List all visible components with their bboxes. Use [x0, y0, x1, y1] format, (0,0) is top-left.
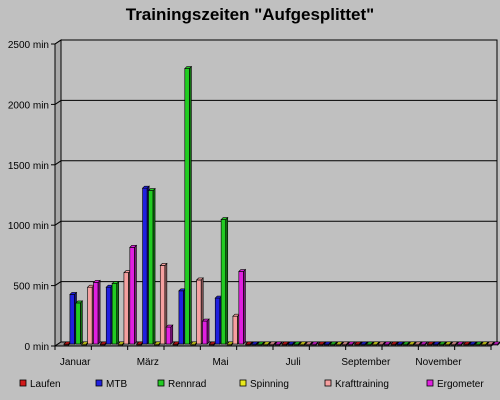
x-tick-label: Mai: [212, 357, 228, 368]
legend-item-mtb: MTB: [95, 379, 127, 390]
bar-krafttraining-6: [304, 341, 313, 346]
gridline-side: [54, 160, 62, 166]
bar-krafttraining-11: [486, 341, 495, 346]
y-tick-label: 0 min: [25, 342, 49, 353]
legend-item-krafttraining: Krafttraining: [324, 379, 389, 390]
bar-ergometer-10: [456, 341, 465, 346]
bar-laufen-1: [99, 341, 108, 346]
legend-label: Ergometer: [437, 379, 484, 390]
bar-rennrad-10: [438, 341, 447, 346]
bar-laufen-9: [390, 341, 399, 346]
bar-rennrad-6: [293, 341, 302, 346]
gridline-side: [54, 39, 62, 45]
x-tick-label: Januar: [60, 357, 91, 368]
bar-rennrad-8: [365, 341, 374, 346]
legend-item-spinning: Spinning: [239, 379, 289, 390]
side-wall: [54, 39, 62, 347]
gridline-side: [54, 99, 62, 105]
y-tick-label: 2000 min: [8, 100, 49, 111]
legend-item-rennrad: Rennrad: [157, 379, 206, 390]
chart-title: Trainingszeiten "Aufgesplittet": [126, 5, 374, 24]
x-tick-label: September: [341, 357, 391, 368]
bar-laufen-10: [426, 341, 435, 346]
bar-rennrad-1: [111, 280, 120, 345]
bar-mtb-8: [359, 341, 368, 346]
bar-ergometer-1: [129, 244, 138, 345]
legend-swatch: [239, 379, 247, 387]
legend-label: Laufen: [30, 379, 61, 390]
bar-rennrad-2: [147, 187, 156, 345]
legend-swatch: [95, 379, 103, 387]
bar-rennrad-7: [329, 341, 338, 346]
gridline-side: [54, 220, 62, 226]
bar-ergometer-7: [347, 341, 356, 346]
bar-laufen-8: [353, 341, 362, 346]
y-axis: 0 min 500 min 1000 min 1500 min 2000 min 2500…: [8, 40, 56, 353]
x-axis: Januar März Mai Juli September November: [54, 346, 492, 368]
gridline-side: [54, 281, 62, 287]
legend-swatch: [426, 379, 434, 387]
legend-label: Rennrad: [168, 379, 206, 390]
y-tick-label: 500 min: [13, 282, 49, 293]
legend: Laufen MTB Rennrad Spinning Krafttraining Erg…: [19, 379, 484, 390]
bar-laufen-7: [317, 341, 326, 346]
legend-swatch: [19, 379, 27, 387]
plot-area: [53, 39, 499, 347]
bar-ergometer-5: [274, 341, 283, 346]
bar-krafttraining-2: [159, 262, 168, 345]
bar-ergometer-9: [419, 341, 428, 346]
bar-ergometer-6: [310, 341, 319, 346]
bar-ergometer-8: [383, 341, 392, 346]
legend-label: Krafttraining: [335, 379, 389, 390]
bar-ergometer-4: [238, 268, 247, 345]
bar-spinning-8: [371, 341, 380, 346]
bar-mtb-5: [250, 341, 259, 346]
legend-swatch: [157, 379, 165, 387]
bar-rennrad-0: [75, 300, 84, 345]
bars: [63, 65, 500, 346]
y-tick-label: 2500 min: [8, 40, 49, 51]
x-tick-label: Juli: [286, 357, 301, 368]
bar-mtb-9: [396, 341, 405, 346]
bar-krafttraining-10: [450, 341, 459, 346]
x-tick-label: März: [137, 357, 159, 368]
legend-label: MTB: [106, 379, 127, 390]
bar-laufen-5: [244, 341, 253, 346]
legend-item-laufen: Laufen: [19, 379, 61, 390]
legend-label: Spinning: [250, 379, 289, 390]
legend-item-ergometer: Ergometer: [426, 379, 484, 390]
bar-spinning-9: [407, 341, 417, 346]
bar-mtb-10: [432, 341, 441, 346]
bar-rennrad-3: [184, 65, 193, 345]
bar-rennrad-4: [220, 216, 229, 345]
y-tick-label: 1000 min: [8, 221, 49, 232]
bar-mtb-6: [287, 341, 296, 346]
bar-spinning-5: [262, 341, 271, 346]
y-tick-label: 1500 min: [8, 161, 49, 172]
bar-ergometer-0: [92, 279, 101, 345]
legend-swatch: [324, 379, 332, 387]
x-tick-label: November: [415, 357, 462, 368]
bar-ergometer-2: [165, 324, 174, 345]
bar-ergometer-3: [201, 318, 210, 345]
